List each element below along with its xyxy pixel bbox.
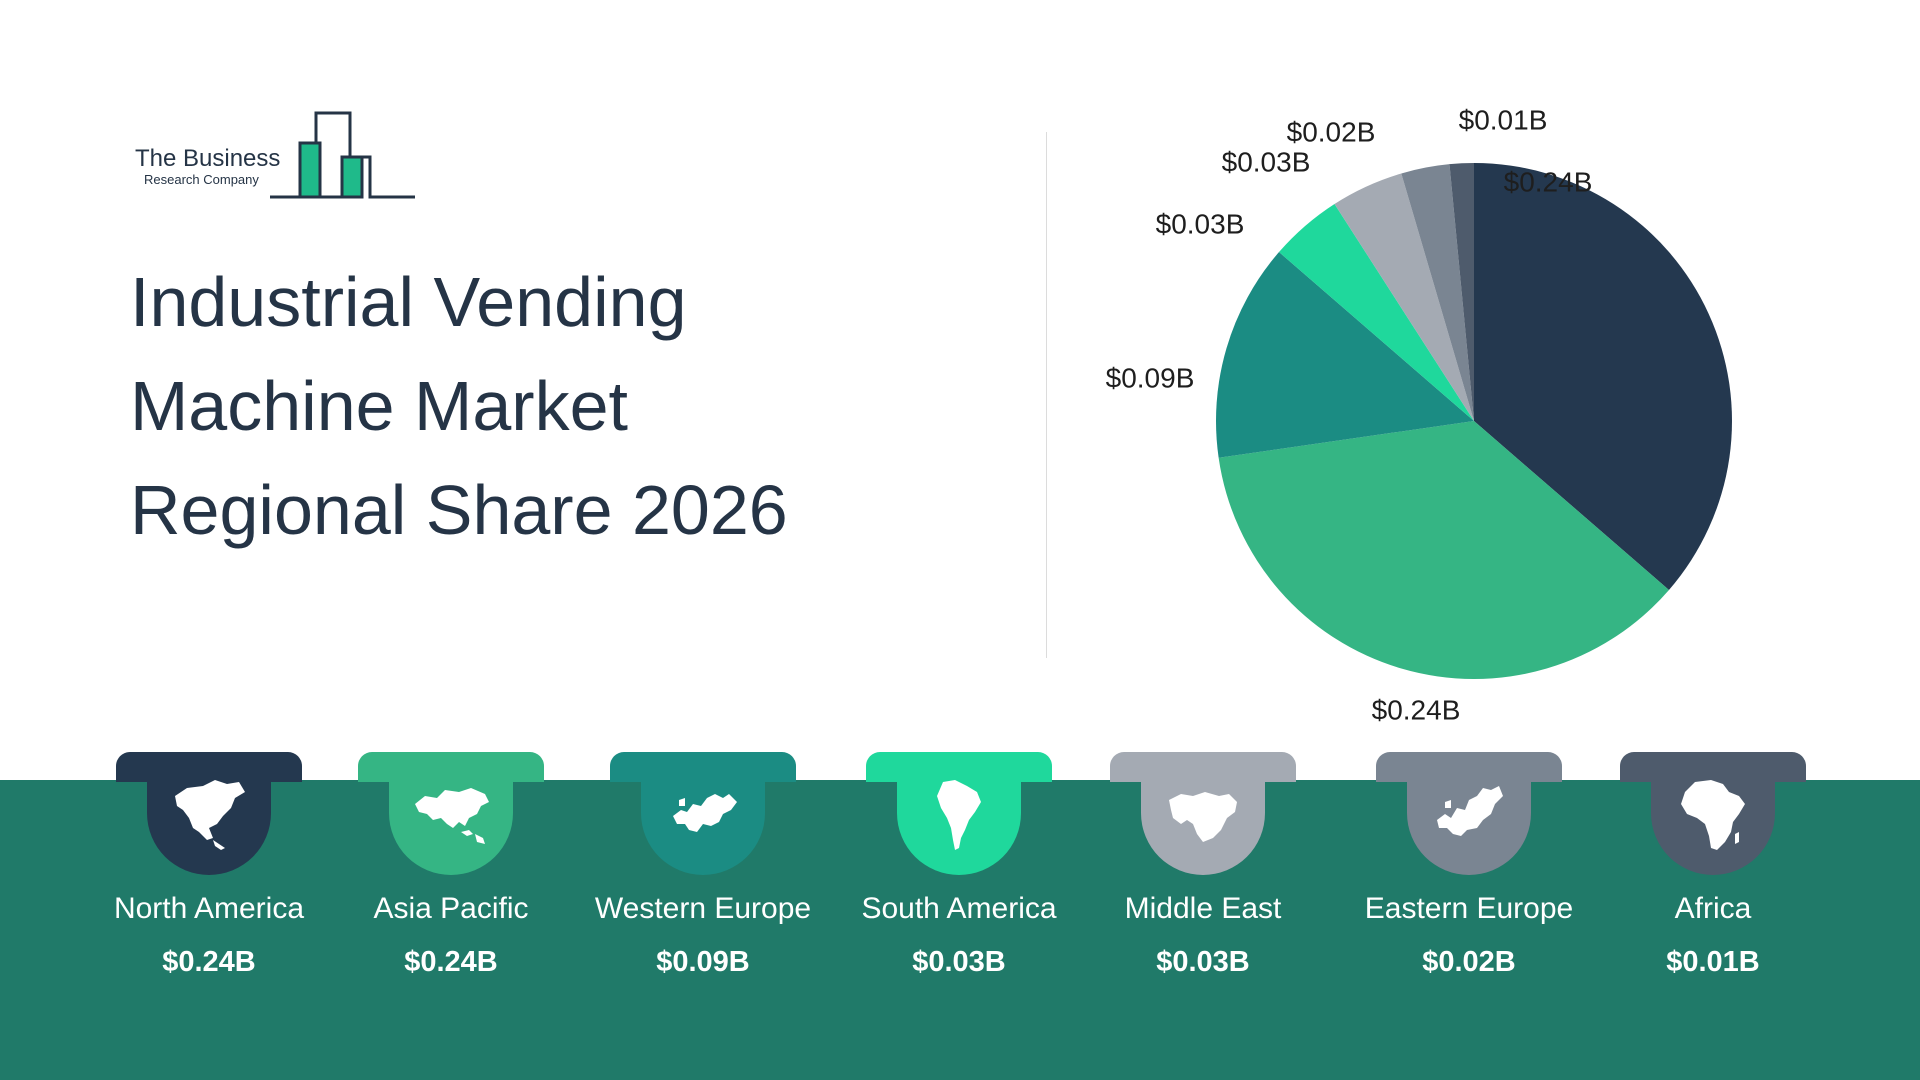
region-card-africa: Africa $0.01B — [1588, 752, 1838, 1052]
page-title: Industrial Vending Machine Market Region… — [130, 250, 890, 562]
pie-label-asia-pacific: $0.24B — [1372, 694, 1461, 725]
pie-slice-asia-pacific — [1218, 421, 1669, 679]
region-value: $0.24B — [404, 946, 498, 978]
logo-name-line2: Research Company — [144, 172, 259, 187]
region-name: Africa — [1674, 892, 1752, 925]
region-badge — [1141, 752, 1265, 875]
region-value: $0.03B — [912, 946, 1006, 978]
pie-slice-eastern-europe — [1401, 164, 1474, 422]
region-card-north-america: North America $0.24B — [84, 752, 334, 1052]
region-card-western-europe: Western Europe $0.09B — [578, 752, 828, 1052]
eastern-europe-map-icon — [1437, 786, 1503, 836]
pie-label-eastern-europe: $0.02B — [1287, 116, 1376, 147]
pie-slice-north-america — [1474, 163, 1732, 590]
south-america-map-icon — [937, 780, 981, 850]
pie-label-western-europe: $0.09B — [1106, 362, 1195, 393]
region-name: Western Europe — [594, 892, 812, 925]
pie-labels: $0.24B$0.24B$0.09B$0.03B$0.03B$0.02B $0.0… — [1106, 104, 1593, 725]
region-badge — [1651, 752, 1775, 875]
region-value: $0.01B — [1666, 946, 1760, 978]
region-name: Eastern Europe — [1364, 892, 1574, 925]
region-name: North America — [113, 892, 305, 925]
pie-slice-middle-east — [1334, 173, 1474, 421]
logo-name-line1: The Business — [135, 145, 281, 172]
region-badge — [389, 752, 513, 875]
western-europe-map-icon — [673, 794, 737, 832]
pie-label-north-america: $0.24B — [1504, 166, 1593, 197]
region-value: $0.24B — [162, 946, 256, 978]
region-card-asia-pacific: Asia Pacific $0.24B — [326, 752, 576, 1052]
north-america-map-icon — [175, 780, 245, 850]
regional-share-pie-chart: $0.24B$0.24B$0.09B$0.03B$0.03B$0.02B $0.0… — [1106, 104, 1732, 725]
pie-slice-south-america — [1279, 203, 1474, 421]
region-card-south-america: South America $0.03B — [834, 752, 1084, 1052]
pie-label-africa: $0.01B — [1459, 104, 1548, 135]
africa-map-icon — [1681, 780, 1745, 850]
pie-label-south-america: $0.03B — [1156, 208, 1245, 239]
region-badge — [147, 752, 271, 875]
middle-east-map-icon — [1169, 792, 1237, 842]
skyline-logo-icon — [270, 111, 415, 199]
pie-label-middle-east: $0.03B — [1222, 146, 1311, 177]
title-line-3: Regional Share 2026 — [130, 471, 788, 549]
region-badge — [897, 752, 1021, 875]
region-card-eastern-europe: Eastern Europe $0.02B — [1344, 752, 1594, 1052]
title-line-1: Industrial Vending — [130, 263, 687, 341]
pie-slice-western-europe — [1216, 252, 1474, 458]
title-line-2: Machine Market — [130, 367, 628, 445]
region-name: Middle East — [1124, 892, 1282, 925]
company-logo: The Business Research Company — [130, 105, 430, 200]
region-name: Asia Pacific — [373, 892, 529, 925]
pie-slice-africa — [1449, 163, 1474, 421]
region-value: $0.03B — [1156, 946, 1250, 978]
asia-pacific-map-icon — [415, 788, 489, 844]
region-name: South America — [861, 892, 1057, 925]
vertical-divider — [1046, 132, 1047, 658]
region-card-middle-east: Middle East $0.03B — [1078, 752, 1328, 1052]
pie-slices — [1216, 163, 1732, 679]
region-value: $0.02B — [1422, 946, 1516, 978]
region-badge — [641, 752, 765, 875]
region-badge — [1407, 752, 1531, 875]
region-value: $0.09B — [656, 946, 750, 978]
